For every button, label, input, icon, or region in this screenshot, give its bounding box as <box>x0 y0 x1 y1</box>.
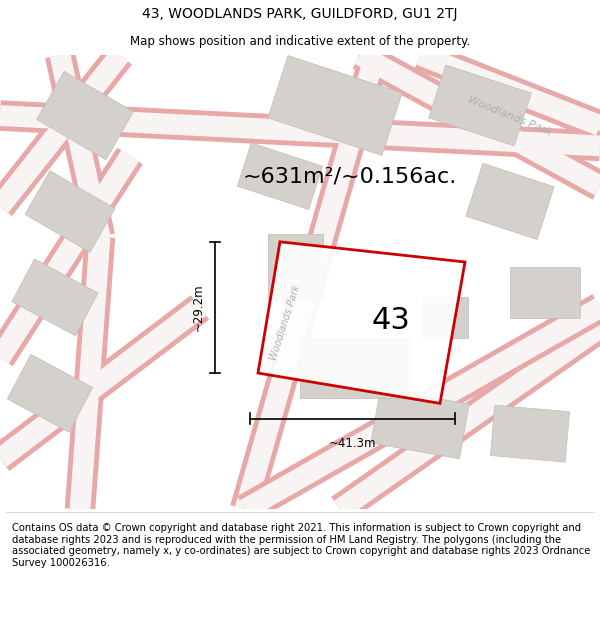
Bar <box>238 143 323 209</box>
Text: Woodlands Park: Woodlands Park <box>268 284 302 362</box>
Bar <box>371 388 469 459</box>
Bar <box>466 163 554 239</box>
Text: ~29.2m: ~29.2m <box>192 284 205 331</box>
Bar <box>300 338 410 398</box>
Bar <box>268 234 323 300</box>
Text: Contains OS data © Crown copyright and database right 2021. This information is : Contains OS data © Crown copyright and d… <box>12 523 590 568</box>
Text: Map shows position and indicative extent of the property.: Map shows position and indicative extent… <box>130 35 470 48</box>
Bar <box>268 56 402 156</box>
Bar <box>422 298 467 338</box>
Text: Woodlands Park: Woodlands Park <box>467 94 553 137</box>
Text: 43: 43 <box>371 306 410 334</box>
Text: 43, WOODLANDS PARK, GUILDFORD, GU1 2TJ: 43, WOODLANDS PARK, GUILDFORD, GU1 2TJ <box>142 7 458 21</box>
Bar <box>510 267 580 318</box>
Bar <box>7 354 92 432</box>
Bar <box>490 405 569 462</box>
Text: ~631m²/~0.156ac.: ~631m²/~0.156ac. <box>243 166 457 186</box>
Polygon shape <box>258 242 465 403</box>
Bar <box>429 65 531 146</box>
Bar <box>12 259 98 336</box>
Text: ~41.3m: ~41.3m <box>329 437 376 449</box>
Bar <box>25 171 115 252</box>
Bar <box>37 71 133 160</box>
